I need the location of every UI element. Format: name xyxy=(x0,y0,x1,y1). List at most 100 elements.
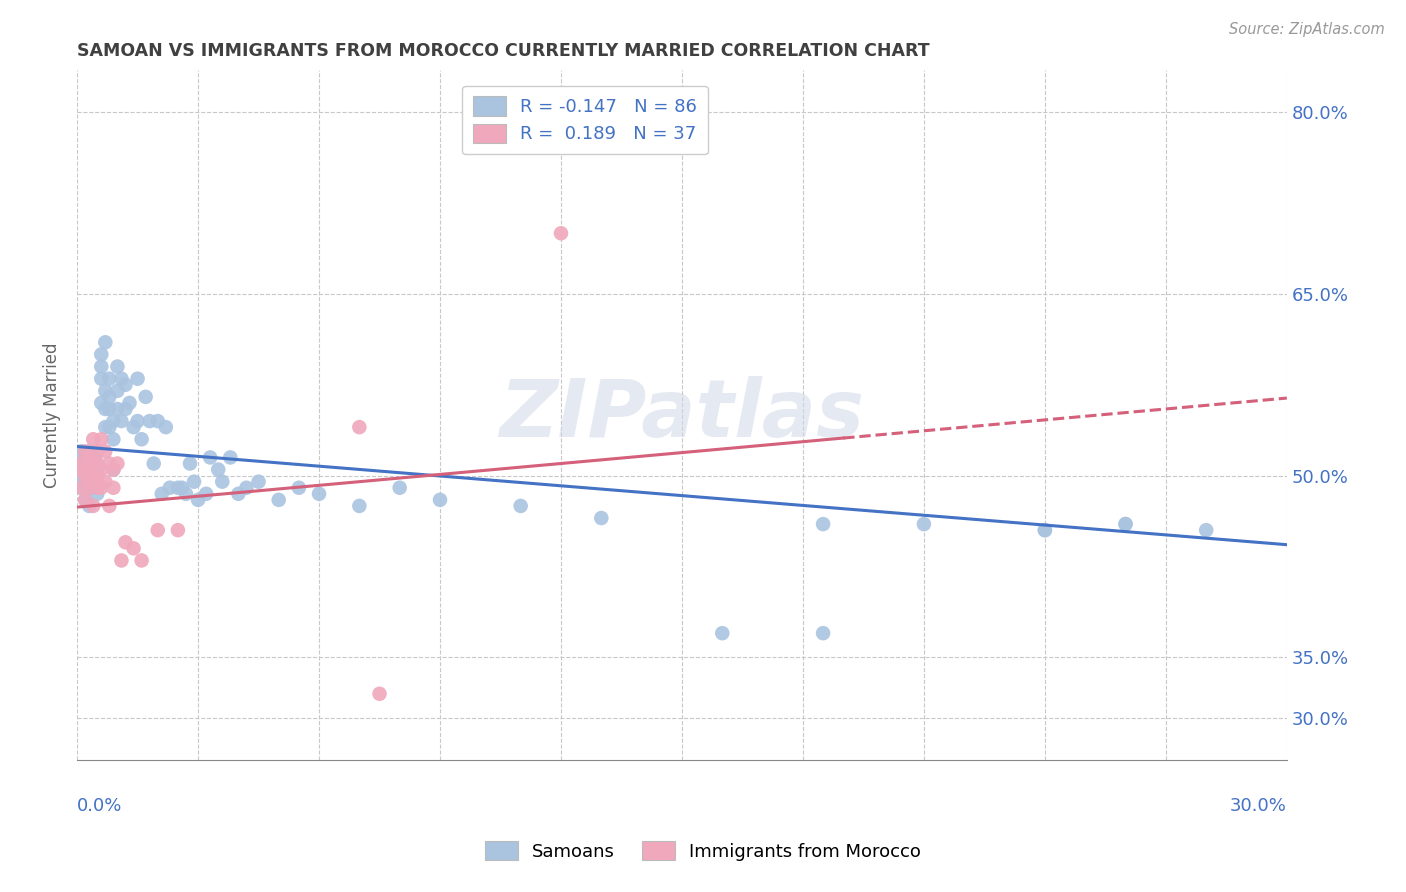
Point xyxy=(811,517,834,532)
Point xyxy=(142,457,165,471)
Point xyxy=(114,535,136,549)
Point xyxy=(235,481,257,495)
Point xyxy=(94,384,117,398)
Point xyxy=(267,492,290,507)
Point xyxy=(77,468,100,483)
Text: ZIPatlas: ZIPatlas xyxy=(499,376,865,454)
Point xyxy=(90,347,112,361)
Point xyxy=(98,420,121,434)
Point xyxy=(198,450,221,465)
Point xyxy=(82,432,104,446)
Point xyxy=(388,481,411,495)
Point xyxy=(77,468,100,483)
Point xyxy=(811,626,834,640)
Point xyxy=(94,420,117,434)
Point xyxy=(219,450,242,465)
Point xyxy=(127,372,149,386)
Point xyxy=(82,475,104,489)
Point xyxy=(155,420,177,434)
Point xyxy=(1115,517,1137,532)
Point xyxy=(167,523,190,537)
Point xyxy=(103,481,125,495)
Point xyxy=(77,450,100,465)
Point xyxy=(70,457,93,471)
Text: Source: ZipAtlas.com: Source: ZipAtlas.com xyxy=(1229,22,1385,37)
Point xyxy=(86,444,108,458)
Point xyxy=(103,462,125,476)
Point xyxy=(77,444,100,458)
Point xyxy=(110,553,132,567)
Point xyxy=(75,450,97,465)
Legend: Samoans, Immigrants from Morocco: Samoans, Immigrants from Morocco xyxy=(477,831,929,870)
Point xyxy=(70,468,93,483)
Point xyxy=(110,372,132,386)
Point xyxy=(103,414,125,428)
Legend: R = -0.147   N = 86, R =  0.189   N = 37: R = -0.147 N = 86, R = 0.189 N = 37 xyxy=(463,86,709,154)
Point xyxy=(86,444,108,458)
Point xyxy=(912,517,935,532)
Point xyxy=(135,390,157,404)
Point xyxy=(75,492,97,507)
Point xyxy=(183,475,205,489)
Point xyxy=(103,432,125,446)
Point xyxy=(94,335,117,350)
Point xyxy=(70,457,93,471)
Point xyxy=(70,462,93,476)
Point xyxy=(107,384,129,398)
Point xyxy=(82,450,104,465)
Point xyxy=(131,553,153,567)
Point xyxy=(150,487,173,501)
Point xyxy=(70,481,93,495)
Point xyxy=(288,481,311,495)
Y-axis label: Currently Married: Currently Married xyxy=(44,343,60,488)
Point xyxy=(75,462,97,476)
Point xyxy=(170,481,193,495)
Point xyxy=(94,475,117,489)
Point xyxy=(591,511,613,525)
Point xyxy=(90,462,112,476)
Point xyxy=(90,396,112,410)
Point xyxy=(77,481,100,495)
Point xyxy=(110,414,132,428)
Point xyxy=(1033,523,1056,537)
Point xyxy=(98,372,121,386)
Point xyxy=(179,457,201,471)
Point xyxy=(86,468,108,483)
Point xyxy=(509,499,531,513)
Point xyxy=(118,396,141,410)
Point xyxy=(98,401,121,416)
Point xyxy=(368,687,391,701)
Point xyxy=(550,226,572,240)
Point xyxy=(107,401,129,416)
Point xyxy=(207,462,229,476)
Point xyxy=(90,481,112,495)
Point xyxy=(1195,523,1218,537)
Point xyxy=(107,359,129,374)
Point xyxy=(211,475,233,489)
Point xyxy=(82,462,104,476)
Point xyxy=(98,499,121,513)
Point xyxy=(167,481,190,495)
Point xyxy=(86,457,108,471)
Text: SAMOAN VS IMMIGRANTS FROM MOROCCO CURRENTLY MARRIED CORRELATION CHART: SAMOAN VS IMMIGRANTS FROM MOROCCO CURREN… xyxy=(77,42,929,60)
Point xyxy=(228,487,250,501)
Point xyxy=(122,420,145,434)
Point xyxy=(247,475,270,489)
Point xyxy=(86,481,108,495)
Point xyxy=(75,475,97,489)
Point xyxy=(82,481,104,495)
Point xyxy=(114,401,136,416)
Point xyxy=(94,444,117,458)
Point xyxy=(90,372,112,386)
Text: 30.0%: 30.0% xyxy=(1230,797,1286,814)
Point xyxy=(98,457,121,471)
Point xyxy=(146,414,169,428)
Point xyxy=(75,444,97,458)
Point xyxy=(308,487,330,501)
Point xyxy=(86,457,108,471)
Point xyxy=(131,432,153,446)
Point xyxy=(107,457,129,471)
Point xyxy=(77,457,100,471)
Point xyxy=(86,487,108,501)
Point xyxy=(187,492,209,507)
